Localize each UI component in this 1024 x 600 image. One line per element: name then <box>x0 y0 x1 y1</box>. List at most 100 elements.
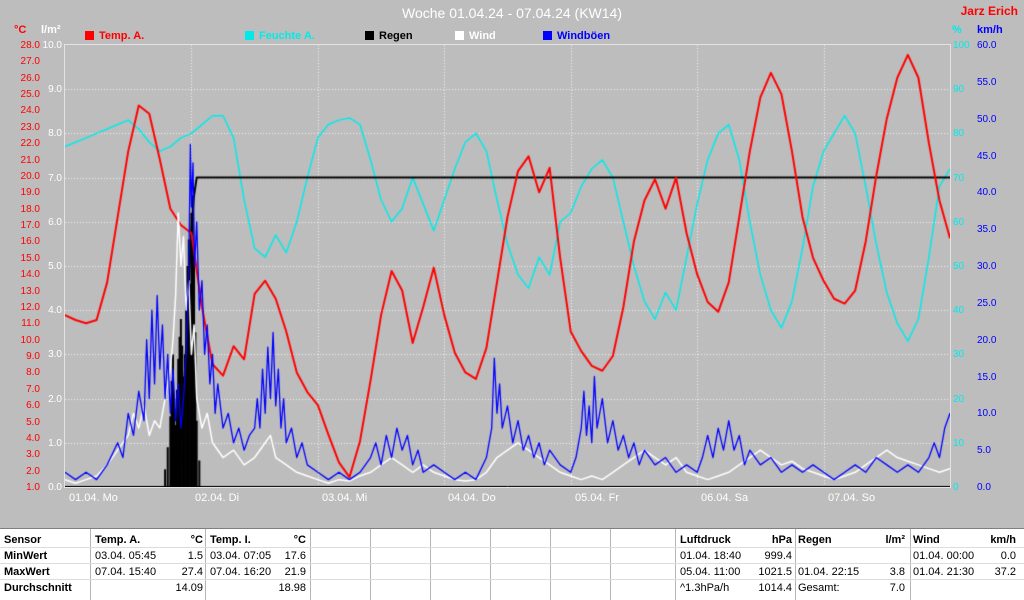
temp_c-axis-tick: 13.0 <box>20 286 40 297</box>
stats-cell-value: 1014.4 <box>758 582 792 594</box>
stats-header-name: Temp. A. <box>95 534 141 546</box>
km_h-axis-tick: 0.0 <box>977 482 991 493</box>
temp_c-axis-tick: 28.0 <box>20 40 40 51</box>
stats-header-name: Regen <box>798 534 832 546</box>
percent-axis-tick: 80 <box>953 128 965 139</box>
temp-axis-unit-label: °C <box>14 24 27 36</box>
stats-header-name: Luftdruck <box>680 534 731 546</box>
temp_c-axis-tick: 27.0 <box>20 56 40 67</box>
temp_c-axis-tick: 3.0 <box>26 449 40 460</box>
km_h-axis-tick: 50.0 <box>977 114 997 125</box>
temp_c-axis-tick: 9.0 <box>26 351 40 362</box>
km_h-axis-tick: 15.0 <box>977 372 997 383</box>
x-axis-day-label: 06.04. Sa <box>701 492 749 504</box>
stats-cell-value: 21.9 <box>284 566 306 578</box>
temp_c-axis-tick: 17.0 <box>20 220 40 231</box>
temp_c-axis-tick: 11.0 <box>21 318 40 329</box>
legend-item-windboeen: Windböen <box>543 30 610 42</box>
temp_c-axis-tick: 5.0 <box>26 417 40 428</box>
stats-cell-datetime: 01.04. 22:15 <box>798 566 860 578</box>
temp_c-axis-tick: 6.0 <box>26 400 40 411</box>
percent-axis-tick: 50 <box>953 261 965 272</box>
stats-cell-value: 18.98 <box>278 582 306 594</box>
stats-column-separator <box>675 529 676 600</box>
stats-column-separator <box>370 529 371 600</box>
stats-table: Sensor MinWert MaxWert Durchschnitt Temp. A.… <box>0 528 1024 600</box>
km_h-axis-tick: 55.0 <box>977 77 997 88</box>
x-axis-day-label: 07.04. So <box>828 492 876 504</box>
stats-row-separator <box>0 579 1024 580</box>
stats-row-label: MaxWert <box>4 566 50 578</box>
stats-cell-datetime: 05.04. 11:00 <box>680 566 741 578</box>
percent-axis-tick: 100 <box>953 40 970 51</box>
temp_c-axis-tick: 25.0 <box>20 89 40 100</box>
stats-row-label: Sensor <box>4 534 42 546</box>
l_m2-axis-tick: 5.0 <box>48 261 62 272</box>
temp_c-axis-tick: 2.0 <box>26 466 40 477</box>
stats-column-separator <box>550 529 551 600</box>
stats-cell-value: 999.4 <box>764 550 792 562</box>
x-axis-day-label: 03.04. Mi <box>322 492 368 504</box>
temp_c-axis-tick: 14.0 <box>20 269 40 280</box>
stats-header-name: Temp. I. <box>210 534 251 546</box>
km_h-axis-tick: 20.0 <box>977 335 997 346</box>
km_h-axis-tick: 25.0 <box>977 298 997 309</box>
percent-axis-tick: 10 <box>953 438 965 449</box>
legend-label: Wind <box>469 30 496 42</box>
stats-header-name: Wind <box>913 534 940 546</box>
km_h-axis-tick: 35.0 <box>977 224 997 235</box>
km_h-axis-tick: 45.0 <box>977 151 997 162</box>
stats-cell-datetime: 01.04. 18:40 <box>680 550 742 562</box>
temp_c-axis-tick: 15.0 <box>20 253 40 264</box>
l_m2-axis-tick: 0.0 <box>48 482 62 493</box>
stats-cell-value: 17.6 <box>284 550 306 562</box>
stats-column-separator <box>310 529 311 600</box>
stats-cell-value: 1.5 <box>187 550 203 562</box>
legend-item-wind: Wind <box>455 30 496 42</box>
stats-row-label: MinWert <box>4 550 48 562</box>
l_m2-axis-tick: 6.0 <box>48 217 62 228</box>
rain-axis-unit-label: l/m² <box>41 24 61 36</box>
temp_c-axis-tick: 26.0 <box>20 73 40 84</box>
stats-cell-datetime: 03.04. 05:45 <box>95 550 157 562</box>
x-axis-day-label: 02.04. Di <box>195 492 240 504</box>
l_m2-axis-tick: 10.0 <box>42 40 62 51</box>
legend-item-regen: Regen <box>365 30 413 42</box>
stats-header-unit: °C <box>190 534 203 546</box>
stats-column-separator <box>490 529 491 600</box>
stats-header-unit: hPa <box>771 534 792 546</box>
chart-canvas <box>65 45 950 487</box>
legend-item-feuchte-a: Feuchte A. <box>245 30 315 42</box>
stats-cell-datetime: Gesamt: <box>798 582 840 594</box>
stats-row-separator <box>0 547 1024 548</box>
temp_c-axis-tick: 8.0 <box>26 367 40 378</box>
percent-axis-tick: 60 <box>953 217 965 228</box>
stats-column-separator <box>430 529 431 600</box>
temp_c-axis-tick: 20.0 <box>20 171 40 182</box>
stats-cell-datetime: 03.04. 07:05 <box>210 550 272 562</box>
temp_c-axis-tick: 7.0 <box>26 384 40 395</box>
stats-header-unit: km/h <box>990 534 1016 546</box>
l_m2-axis-tick: 3.0 <box>48 349 62 360</box>
regen-swatch-icon <box>365 31 374 40</box>
percent-axis-tick: 20 <box>953 394 965 405</box>
stats-cell-value: 1021.5 <box>758 566 792 578</box>
stats-column-separator <box>795 529 796 600</box>
stats-cell-datetime: 01.04. 21:30 <box>913 566 975 578</box>
temp_c-axis-tick: 21.0 <box>20 155 40 166</box>
percent-axis-tick: 0 <box>953 482 959 493</box>
legend-label: Windböen <box>557 30 611 42</box>
wind-swatch-icon <box>455 31 464 40</box>
l_m2-axis-tick: 1.0 <box>48 438 62 449</box>
stats-cell-datetime: 07.04. 15:40 <box>95 566 157 578</box>
stats-cell-datetime: 07.04. 16:20 <box>210 566 272 578</box>
temp_c-axis-tick: 22.0 <box>20 138 40 149</box>
temp_c-axis-tick: 1.0 <box>26 482 40 493</box>
chart-title: Woche 01.04.24 - 07.04.24 (KW14) <box>402 5 622 21</box>
stats-header-unit: °C <box>293 534 306 546</box>
x-axis-day-label: 05.04. Fr <box>575 492 620 504</box>
x-axis-day-label: 01.04. Mo <box>69 492 118 504</box>
percent-axis-tick: 70 <box>953 173 965 184</box>
l_m2-axis-tick: 8.0 <box>48 128 62 139</box>
legend-label: Temp. A. <box>99 30 145 42</box>
